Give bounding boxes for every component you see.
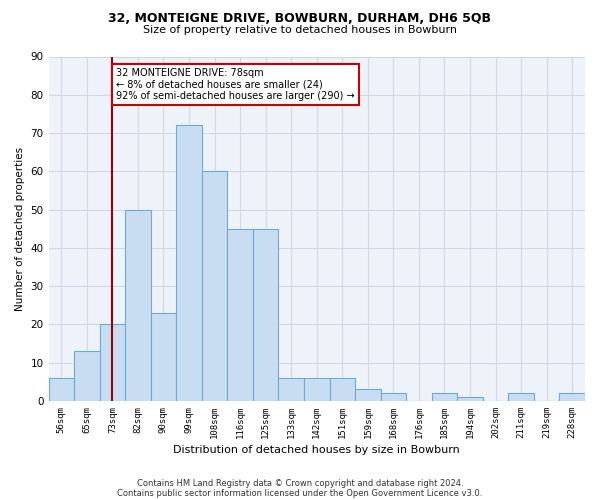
Text: 32 MONTEIGNE DRIVE: 78sqm
← 8% of detached houses are smaller (24)
92% of semi-d: 32 MONTEIGNE DRIVE: 78sqm ← 8% of detach… xyxy=(116,68,355,101)
Bar xyxy=(202,172,227,401)
Bar xyxy=(457,397,483,401)
Bar xyxy=(49,378,74,401)
Bar xyxy=(176,126,202,401)
Bar xyxy=(508,394,534,401)
Bar xyxy=(380,394,406,401)
Bar xyxy=(227,228,253,401)
Bar xyxy=(125,210,151,401)
Text: Size of property relative to detached houses in Bowburn: Size of property relative to detached ho… xyxy=(143,25,457,35)
Bar xyxy=(151,313,176,401)
Text: 32, MONTEIGNE DRIVE, BOWBURN, DURHAM, DH6 5QB: 32, MONTEIGNE DRIVE, BOWBURN, DURHAM, DH… xyxy=(109,12,491,26)
Text: Contains HM Land Registry data © Crown copyright and database right 2024.: Contains HM Land Registry data © Crown c… xyxy=(137,478,463,488)
Bar xyxy=(74,351,100,401)
Bar xyxy=(278,378,304,401)
Bar xyxy=(100,324,125,401)
Bar xyxy=(253,228,278,401)
Text: Contains public sector information licensed under the Open Government Licence v3: Contains public sector information licen… xyxy=(118,488,482,498)
Bar xyxy=(432,394,457,401)
Bar xyxy=(304,378,329,401)
Y-axis label: Number of detached properties: Number of detached properties xyxy=(15,146,25,311)
Bar xyxy=(355,390,380,401)
X-axis label: Distribution of detached houses by size in Bowburn: Distribution of detached houses by size … xyxy=(173,445,460,455)
Bar xyxy=(329,378,355,401)
Bar xyxy=(559,394,585,401)
